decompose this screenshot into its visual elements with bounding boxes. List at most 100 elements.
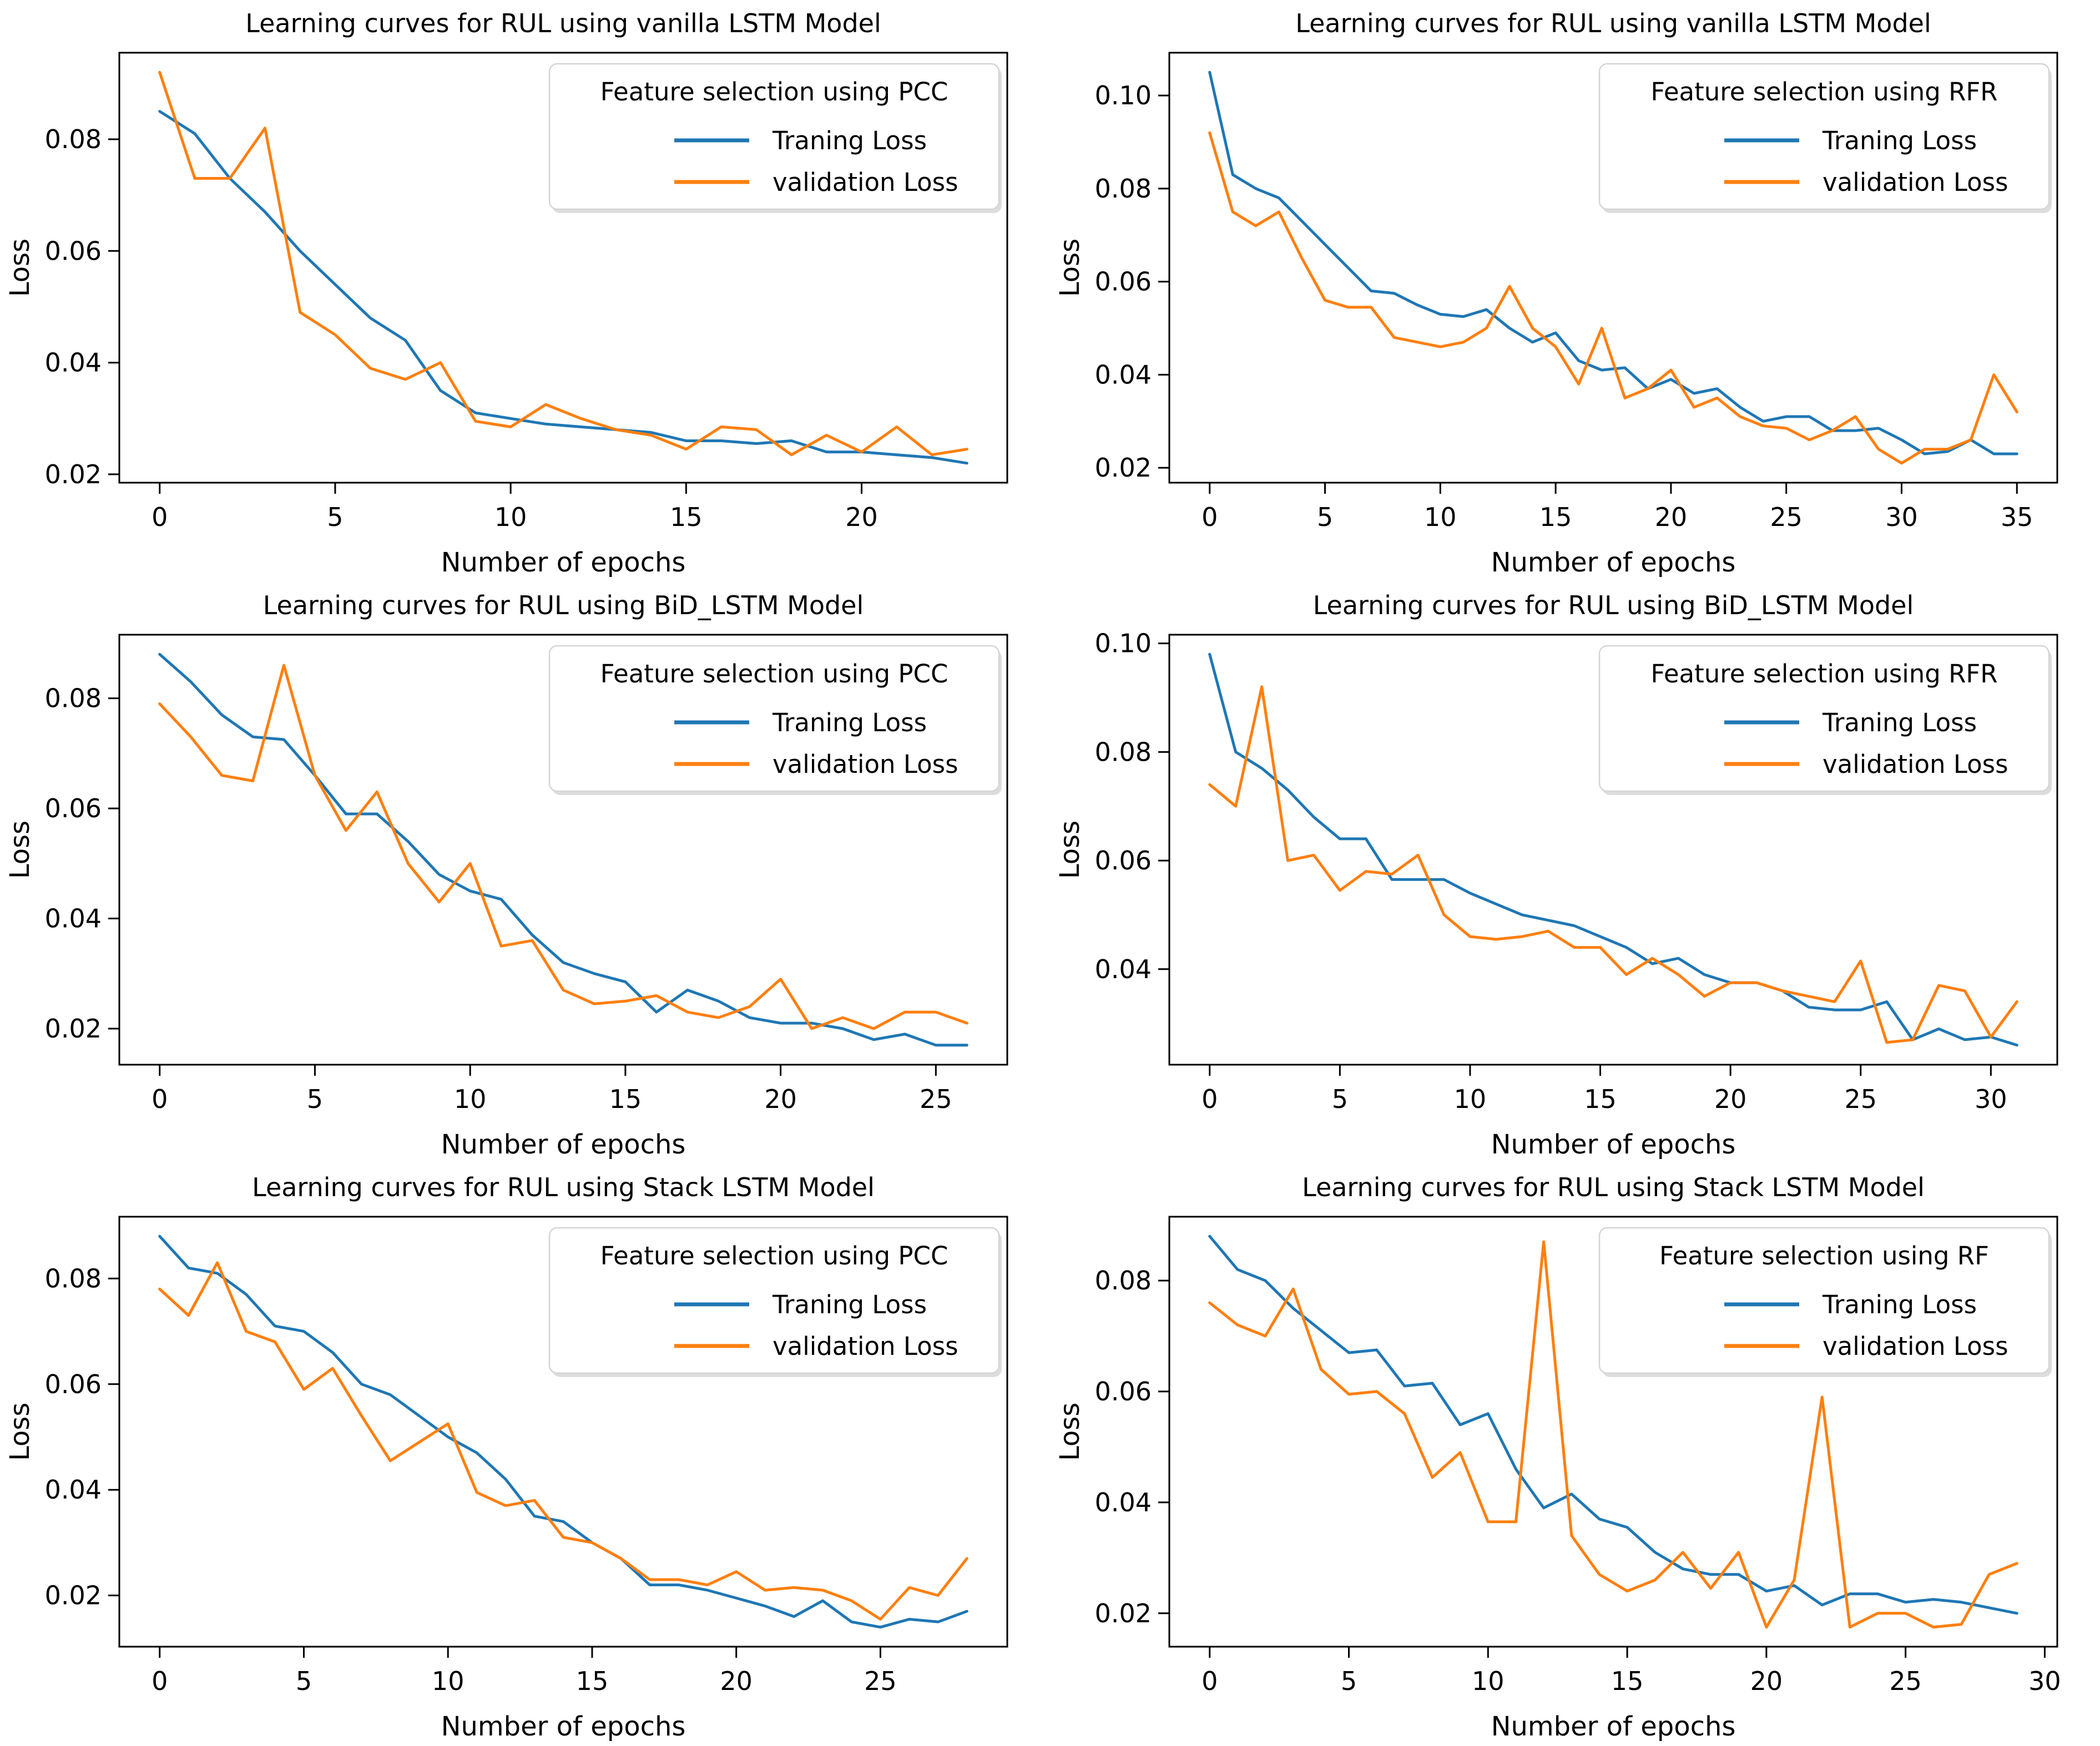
y-tick-label: 0.08 bbox=[1095, 174, 1152, 204]
legend-title: Feature selection using PCC bbox=[600, 77, 948, 107]
x-axis-label: Number of epochs bbox=[441, 1129, 686, 1160]
x-tick-label: 5 bbox=[1317, 502, 1333, 532]
legend-box bbox=[548, 63, 1000, 210]
y-tick-label: 0.08 bbox=[1095, 1266, 1152, 1295]
y-axis-label: Loss bbox=[1054, 239, 1086, 297]
x-tick-label: 20 bbox=[1750, 1666, 1783, 1696]
chart-title: Learning curves for RUL using BiD_LSTM M… bbox=[1313, 590, 1914, 620]
x-tick-label: 0 bbox=[1202, 1666, 1218, 1696]
x-tick-label: 0 bbox=[1202, 502, 1218, 532]
legend-box bbox=[1598, 645, 2050, 792]
legend-box bbox=[1598, 63, 2050, 210]
y-tick-label: 0.02 bbox=[45, 459, 102, 489]
chart-canvas-vanilla-pcc: Learning curves for RUL using vanilla LS… bbox=[4, 8, 1008, 578]
y-tick-label: 0.04 bbox=[45, 348, 102, 378]
y-axis-label: Loss bbox=[4, 821, 36, 879]
chart-stack-lstm-rf: Learning curves for RUL using Stack LSTM… bbox=[1050, 1164, 2100, 1746]
x-axis-label: Number of epochs bbox=[441, 1711, 686, 1742]
legend-validation-label: validation Loss bbox=[1823, 750, 2008, 779]
plot-frame bbox=[1168, 52, 2058, 484]
plot-frame bbox=[118, 52, 1008, 484]
x-tick-label: 10 bbox=[1472, 1666, 1505, 1696]
plot-frame bbox=[118, 1216, 1008, 1648]
chart-title: Learning curves for RUL using Stack LSTM… bbox=[252, 1172, 875, 1202]
x-axis-label: Number of epochs bbox=[441, 547, 686, 578]
training-loss-line bbox=[158, 1234, 968, 1629]
y-tick-label: 0.06 bbox=[1095, 846, 1152, 875]
y-tick-label: 0.06 bbox=[1095, 267, 1152, 297]
x-tick-label: 20 bbox=[720, 1666, 753, 1696]
x-tick-label: 35 bbox=[2001, 502, 2033, 532]
y-tick-label: 0.06 bbox=[45, 793, 102, 823]
y-tick-label: 0.08 bbox=[45, 124, 102, 154]
legend-validation-label: validation Loss bbox=[773, 1332, 958, 1361]
training-loss-line bbox=[1208, 652, 2018, 1047]
chart-canvas-stack-pcc: Learning curves for RUL using Stack LSTM… bbox=[4, 1172, 1008, 1742]
legend-training-label: Traning Loss bbox=[1822, 1290, 1977, 1319]
x-tick-label: 0 bbox=[152, 1666, 168, 1696]
x-tick-label: 15 bbox=[1539, 502, 1572, 532]
chart-canvas-bid-rfr: Learning curves for RUL using BiD_LSTM M… bbox=[1054, 590, 2058, 1160]
y-tick-label: 0.04 bbox=[45, 1475, 102, 1505]
y-tick-label: 0.02 bbox=[45, 1581, 102, 1611]
legend-title: Feature selection using RF bbox=[1659, 1241, 1989, 1271]
x-tick-label: 25 bbox=[1844, 1084, 1877, 1114]
y-tick-label: 0.06 bbox=[1095, 1376, 1152, 1406]
x-tick-label: 15 bbox=[670, 502, 703, 532]
x-tick-label: 5 bbox=[296, 1666, 312, 1696]
legend-box bbox=[1598, 1227, 2050, 1374]
y-tick-label: 0.06 bbox=[45, 1369, 102, 1399]
chart-vanilla-lstm-rfr: Learning curves for RUL using vanilla LS… bbox=[1050, 0, 2100, 582]
legend-training-label: Traning Loss bbox=[1822, 708, 1977, 737]
x-tick-label: 20 bbox=[1655, 502, 1688, 532]
x-tick-label: 20 bbox=[764, 1084, 797, 1114]
x-tick-label: 30 bbox=[1885, 502, 1918, 532]
training-loss-line bbox=[158, 652, 968, 1047]
x-tick-label: 10 bbox=[1424, 502, 1457, 532]
x-tick-label: 20 bbox=[845, 502, 878, 532]
legend-training-label: Traning Loss bbox=[772, 126, 927, 155]
training-loss-line bbox=[1208, 1234, 2018, 1615]
x-tick-label: 0 bbox=[152, 502, 168, 532]
x-tick-label: 0 bbox=[152, 1084, 168, 1114]
chart-title: Learning curves for RUL using vanilla LS… bbox=[1295, 8, 1931, 38]
x-axis-label: Number of epochs bbox=[1491, 1711, 1736, 1742]
legend-title: Feature selection using PCC bbox=[600, 659, 948, 689]
legend-validation-label: validation Loss bbox=[1823, 168, 2008, 197]
y-axis-label: Loss bbox=[1054, 1403, 1086, 1461]
legend-title: Feature selection using PCC bbox=[600, 1241, 948, 1271]
x-tick-label: 5 bbox=[307, 1084, 323, 1114]
y-tick-label: 0.02 bbox=[1095, 1598, 1152, 1628]
chart-bid-lstm-pcc: Learning curves for RUL using BiD_LSTM M… bbox=[0, 582, 1050, 1164]
x-tick-label: 15 bbox=[576, 1666, 609, 1696]
x-axis-label: Number of epochs bbox=[1491, 547, 1736, 578]
x-tick-label: 5 bbox=[1332, 1084, 1348, 1114]
y-axis-label: Loss bbox=[4, 1403, 36, 1461]
x-tick-label: 30 bbox=[2028, 1666, 2061, 1696]
y-tick-label: 0.10 bbox=[1095, 80, 1152, 110]
plot-frame bbox=[1168, 634, 2058, 1066]
y-tick-label: 0.08 bbox=[1095, 737, 1152, 767]
legend-validation-label: validation Loss bbox=[1823, 1332, 2008, 1361]
x-tick-label: 10 bbox=[494, 502, 527, 532]
plot-frame bbox=[118, 634, 1008, 1066]
legend-title: Feature selection using RFR bbox=[1650, 659, 1997, 689]
x-tick-label: 15 bbox=[1584, 1084, 1617, 1114]
chart-canvas-stack-rf: Learning curves for RUL using Stack LSTM… bbox=[1054, 1172, 2061, 1742]
x-axis-label: Number of epochs bbox=[1491, 1129, 1736, 1160]
x-tick-label: 25 bbox=[1770, 502, 1803, 532]
legend-box bbox=[548, 1227, 1000, 1374]
y-tick-label: 0.02 bbox=[45, 1014, 102, 1044]
chart-stack-lstm-pcc: Learning curves for RUL using Stack LSTM… bbox=[0, 1164, 1050, 1746]
training-loss-line bbox=[1208, 70, 2018, 456]
y-tick-label: 0.10 bbox=[1095, 629, 1152, 659]
x-tick-label: 10 bbox=[432, 1666, 465, 1696]
x-tick-label: 25 bbox=[1889, 1666, 1922, 1696]
x-tick-label: 15 bbox=[1611, 1666, 1644, 1696]
validation-loss-line bbox=[158, 70, 968, 457]
validation-loss-line bbox=[158, 664, 968, 1030]
chart-canvas-bid-pcc: Learning curves for RUL using BiD_LSTM M… bbox=[4, 590, 1008, 1160]
x-tick-label: 5 bbox=[327, 502, 343, 532]
x-tick-label: 10 bbox=[454, 1084, 487, 1114]
